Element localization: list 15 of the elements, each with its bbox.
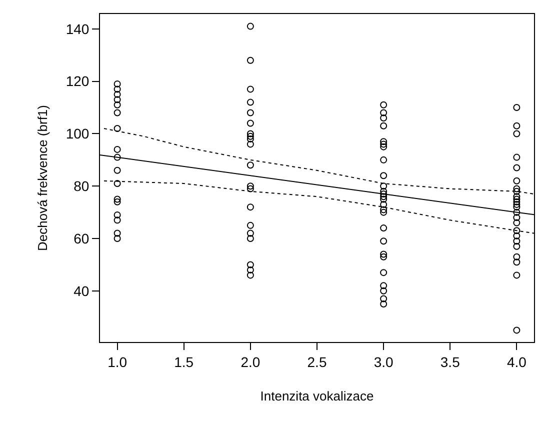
x-tick-label: 3.5 [440, 354, 460, 370]
x-tick-label: 1.5 [174, 354, 194, 370]
y-tick-label: 140 [66, 20, 90, 37]
y-tick-label: 40 [74, 282, 90, 299]
x-tick-label: 1.0 [108, 354, 128, 370]
y-tick-label: 80 [74, 178, 90, 194]
x-tick-label: 2.0 [240, 354, 260, 370]
x-tick-label: 3.0 [374, 354, 394, 370]
y-tick-label: 60 [74, 230, 90, 246]
x-tick-label: 4.0 [506, 354, 527, 370]
y-tick-label: 100 [66, 126, 90, 142]
y-axis-title: Dechová frekvence (brf1) [34, 105, 50, 251]
x-axis-title: Intenzita vokalizace [260, 388, 374, 404]
x-tick-label: 2.5 [307, 354, 327, 370]
y-tick-label: 120 [66, 73, 90, 90]
